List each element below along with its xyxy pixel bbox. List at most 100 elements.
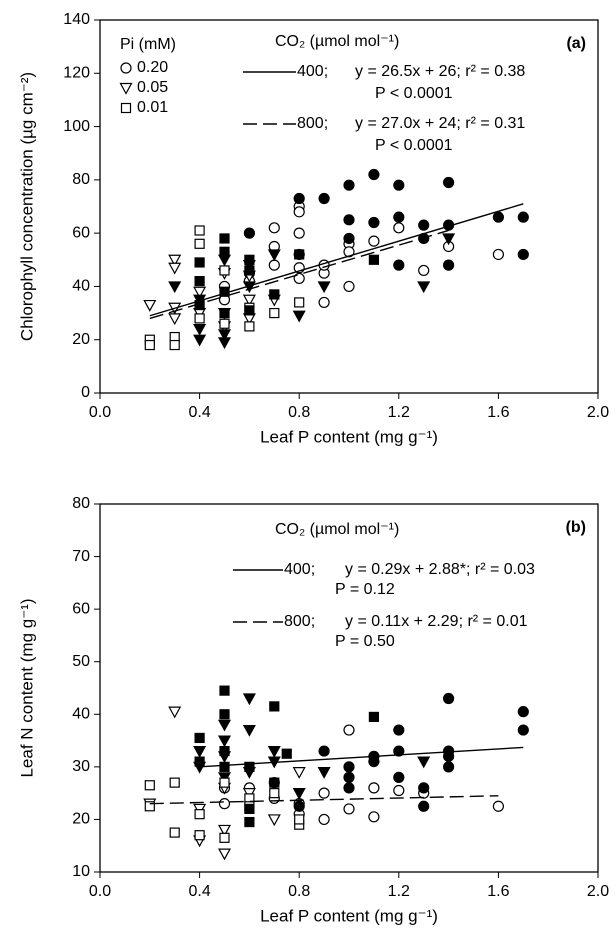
- legend-label: 0.20: [137, 59, 168, 76]
- point: [217, 735, 232, 748]
- point: [517, 211, 529, 223]
- point: [443, 750, 455, 762]
- point: [292, 767, 306, 779]
- point: [368, 168, 380, 181]
- point: [492, 800, 504, 812]
- point: [244, 321, 255, 332]
- point: [393, 724, 405, 736]
- legend-label: 800;: [284, 613, 315, 630]
- point: [418, 264, 430, 277]
- point: [368, 782, 380, 794]
- point: [244, 305, 255, 316]
- point: [169, 777, 180, 788]
- point: [318, 787, 330, 799]
- point: [269, 788, 280, 799]
- x-tick-label: 0.8: [288, 404, 310, 421]
- point: [242, 294, 256, 307]
- point: [193, 286, 207, 299]
- fit-equation: y = 27.0x + 24; r² = 0.31: [355, 115, 525, 132]
- point: [169, 339, 180, 351]
- point: [294, 297, 305, 308]
- point: [343, 179, 355, 191]
- point: [418, 219, 430, 231]
- y-axis-label: Leaf N content (mg g⁻¹): [17, 598, 36, 777]
- y-tick-label: 70: [72, 548, 90, 565]
- fit-line: [149, 795, 499, 805]
- y-tick-label: 40: [72, 706, 90, 723]
- point: [343, 761, 355, 773]
- point: [194, 313, 205, 324]
- point: [267, 249, 281, 262]
- point: [292, 788, 306, 800]
- point: [293, 227, 305, 239]
- point: [219, 685, 230, 696]
- fit-equation: y = 0.11x + 2.29; r² = 0.01: [345, 613, 528, 630]
- x-axis-label: Leaf P content (mg g⁻¹): [260, 906, 438, 925]
- x-tick-label: 0.0: [89, 883, 111, 900]
- point: [417, 281, 431, 294]
- point: [219, 777, 230, 788]
- point: [217, 824, 232, 837]
- legend-title: CO₂ (µmol mol⁻¹): [275, 521, 399, 538]
- point: [217, 329, 232, 342]
- point: [293, 192, 305, 205]
- point: [443, 176, 455, 189]
- point: [517, 248, 529, 261]
- point: [269, 307, 280, 319]
- point: [194, 238, 205, 249]
- point: [193, 745, 207, 758]
- point: [318, 192, 330, 205]
- point: [492, 211, 504, 223]
- point: [144, 780, 155, 791]
- x-axis-label: Leaf P content (mg g⁻¹): [260, 427, 438, 446]
- point: [317, 281, 331, 294]
- point: [517, 724, 529, 736]
- y-tick-label: 50: [72, 653, 90, 670]
- point: [219, 832, 230, 843]
- point: [292, 310, 306, 323]
- fit-p-value: P = 0.50: [335, 633, 395, 650]
- point: [268, 222, 280, 234]
- point: [343, 280, 355, 293]
- point: [368, 811, 380, 823]
- point: [193, 334, 207, 347]
- point: [368, 254, 379, 265]
- point: [393, 222, 405, 234]
- point: [269, 289, 280, 300]
- point: [244, 254, 255, 265]
- point: [393, 179, 405, 191]
- point: [244, 816, 255, 828]
- point: [168, 706, 182, 719]
- fit-p-value: P < 0.0001: [375, 85, 453, 102]
- panel-label: (b): [566, 519, 586, 536]
- point: [269, 777, 280, 788]
- point: [143, 299, 157, 312]
- point: [293, 272, 305, 285]
- panel-label: (a): [566, 35, 586, 52]
- x-tick-label: 0.8: [288, 883, 310, 900]
- point: [243, 227, 255, 239]
- point: [168, 313, 182, 326]
- point: [193, 323, 207, 336]
- y-tick-label: 60: [72, 600, 90, 617]
- point: [194, 276, 205, 287]
- point: [318, 296, 330, 309]
- point: [218, 798, 231, 810]
- y-tick-label: 0: [81, 384, 90, 401]
- fit-line: [149, 203, 524, 317]
- fit-line: [199, 746, 524, 768]
- point: [194, 732, 205, 744]
- point: [418, 800, 430, 812]
- y-tick-label: 80: [72, 171, 90, 188]
- point: [393, 784, 405, 797]
- point: [293, 800, 305, 812]
- point: [217, 719, 232, 732]
- y-tick-label: 80: [72, 495, 90, 512]
- legend-label: 0.01: [137, 99, 168, 116]
- point: [144, 339, 155, 351]
- point: [443, 259, 455, 271]
- point: [517, 706, 529, 718]
- legend-marker: [120, 102, 132, 114]
- point: [343, 246, 355, 258]
- point: [318, 813, 330, 826]
